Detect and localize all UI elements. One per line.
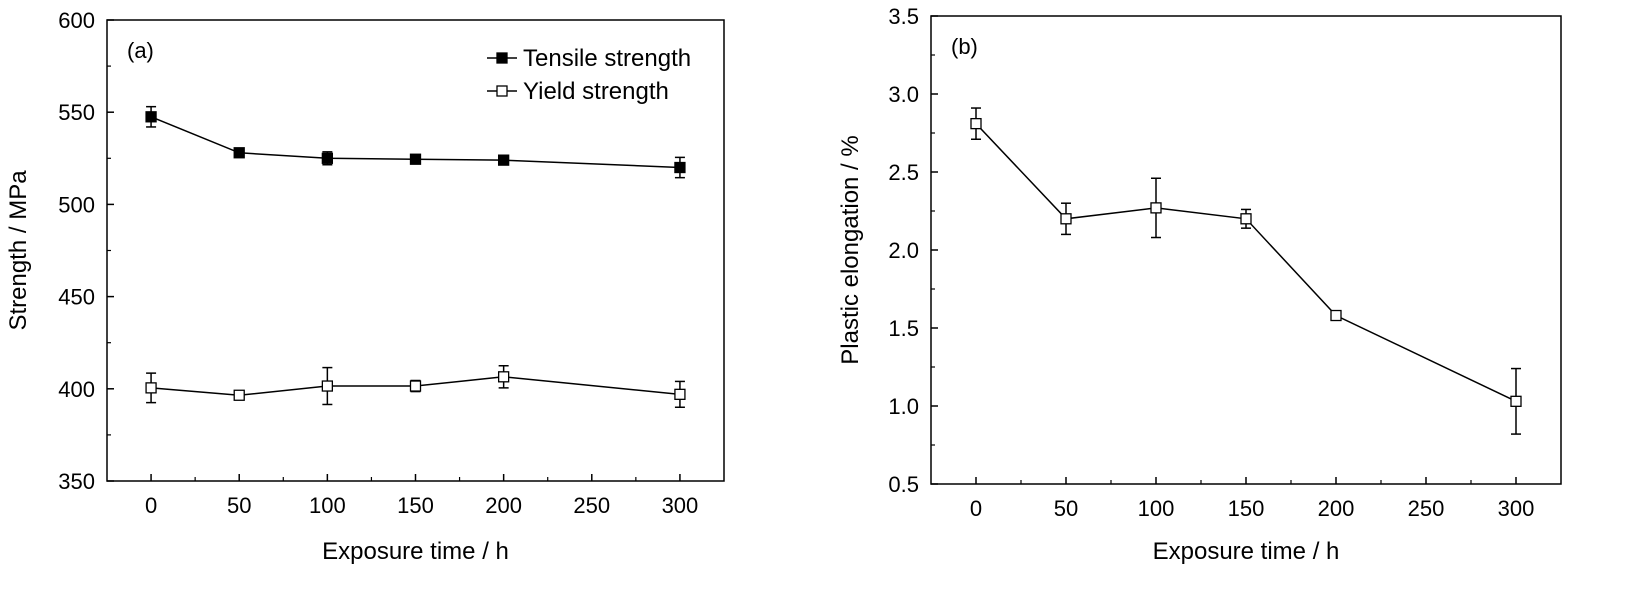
- data-point: [674, 161, 686, 174]
- legend-marker: [496, 52, 508, 64]
- data-point: [233, 147, 245, 159]
- x-tick-label: 0: [145, 493, 157, 518]
- data-point: [1150, 202, 1162, 214]
- y-tick-label: 1.5: [888, 316, 919, 341]
- x-tick-label: 200: [1318, 496, 1355, 521]
- series-line: [151, 376, 681, 397]
- y-tick-label: 350: [58, 469, 95, 494]
- x-tick-label: 300: [662, 493, 699, 518]
- data-point: [233, 389, 245, 401]
- y-axis-label: Strength / MPa: [5, 170, 32, 331]
- data-point: [497, 371, 510, 383]
- x-tick-label: 250: [1408, 496, 1445, 521]
- legend: Tensile strength Yield strength: [487, 45, 691, 105]
- y-tick-label: 3.5: [888, 4, 919, 29]
- data-point: [409, 153, 422, 165]
- x-tick-label: 100: [309, 493, 346, 518]
- data-point: [1240, 213, 1252, 225]
- data-point: [674, 388, 686, 400]
- y-tick-label: 550: [58, 100, 95, 125]
- data-point: [409, 380, 422, 392]
- x-tick-label: 0: [970, 496, 982, 521]
- series-elongation: [970, 107, 1522, 435]
- series-yield-strength: [145, 365, 686, 408]
- x-tick-label: 150: [1228, 496, 1265, 521]
- data-point: [321, 152, 334, 164]
- chart-panel-b: 0 50 100 150 200 250 300 0.5 1.0 1.5 2.0 2.5 3.0 3.5 E…: [837, 4, 1562, 565]
- data-point: [497, 154, 510, 166]
- data-point: [1510, 395, 1522, 407]
- x-axis-label: Exposure time / h: [1153, 538, 1340, 565]
- data-point: [1330, 309, 1342, 322]
- x-axis-label: Exposure time / h: [322, 538, 509, 565]
- y-tick-label: 3.0: [888, 82, 919, 107]
- series-line: [150, 116, 680, 169]
- data-point: [321, 380, 334, 392]
- data-point: [970, 117, 982, 130]
- x-tick-label: 300: [1498, 496, 1535, 521]
- y-tick-label: 2.5: [888, 160, 919, 185]
- series-line: [975, 123, 1517, 402]
- y-tick-label: 1.0: [888, 394, 919, 419]
- series-tensile-strength: [145, 105, 686, 179]
- data-point: [145, 111, 157, 123]
- y-tick-label: 2.0: [888, 238, 919, 263]
- data-point: [145, 382, 157, 394]
- panel-label: (b): [951, 34, 978, 59]
- x-tick-label: 200: [485, 493, 522, 518]
- data-point: [1060, 213, 1072, 225]
- plot-frame: [930, 15, 1562, 485]
- panel-label: (a): [127, 38, 154, 63]
- x-tick-label: 250: [573, 493, 610, 518]
- y-axis-label: Plastic elongation / %: [837, 135, 864, 364]
- y-tick-label: 450: [58, 285, 95, 310]
- y-tick-label: 400: [58, 377, 95, 402]
- x-tick-label: 100: [1138, 496, 1175, 521]
- x-tick-label: 50: [227, 493, 251, 518]
- x-tick-label: 150: [397, 493, 434, 518]
- legend-marker: [496, 85, 508, 97]
- legend-label: Tensile strength: [523, 45, 691, 72]
- y-tick-label: 500: [58, 192, 95, 217]
- chart-panel-a: 0 50 100 150 200 250 300 350 400 450 500 550 600 Expo…: [5, 8, 725, 565]
- x-tick-label: 50: [1054, 496, 1078, 521]
- y-tick-label: 0.5: [888, 472, 919, 497]
- legend-label: Yield strength: [523, 78, 669, 105]
- y-tick-label: 600: [58, 8, 95, 33]
